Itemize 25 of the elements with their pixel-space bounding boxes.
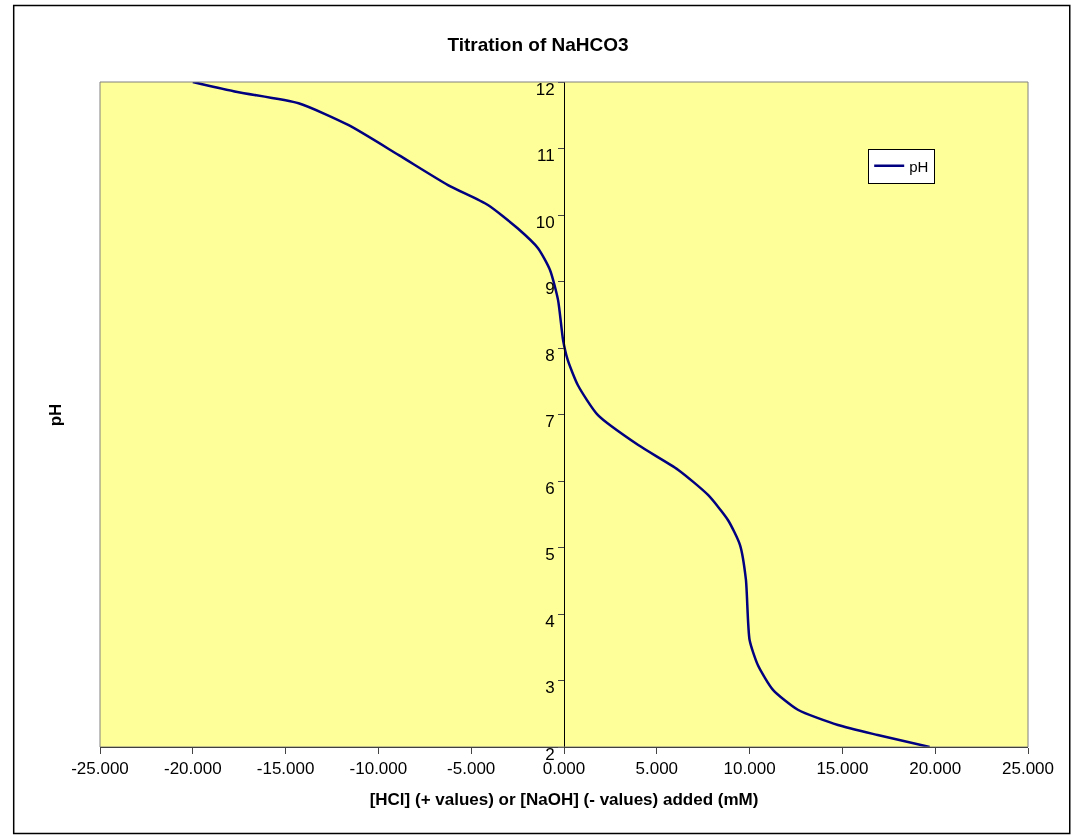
y-tick-label: 11 — [536, 146, 555, 166]
x-tick-label: 15.000 — [816, 759, 869, 779]
legend-label: pH — [909, 157, 929, 175]
x-tick-label: 5.000 — [635, 759, 679, 779]
y-axis-title: pH — [46, 403, 66, 427]
y-tick-label: 8 — [545, 345, 555, 365]
x-tick-label: 25.000 — [1002, 759, 1054, 779]
x-tick-label: -10.000 — [349, 759, 408, 779]
y-tick-label: 5 — [545, 545, 555, 565]
y-tick-label: 4 — [545, 611, 555, 631]
y-tick-label: 6 — [545, 478, 555, 498]
x-axis-title: [HCl] (+ values) or [NaOH] (- values) added (mM) — [369, 789, 759, 809]
x-tick-label: 0.000 — [542, 759, 586, 779]
x-tick-label: -15.000 — [256, 759, 315, 779]
x-tick-label: -25.000 — [71, 759, 129, 779]
y-tick-label: 7 — [545, 412, 555, 432]
x-tick-label: 20.000 — [909, 759, 962, 779]
x-tick-label: -20.000 — [163, 759, 222, 779]
y-tick-label: 9 — [545, 279, 555, 299]
x-tick-label: -5.000 — [447, 759, 496, 779]
x-tick-label: 10.000 — [723, 759, 776, 779]
y-tick-label: 10 — [535, 212, 555, 232]
chart-title: Titration of NaHCO3 — [447, 34, 629, 56]
y-tick-label: 12 — [535, 79, 555, 99]
y-tick-label: 3 — [545, 678, 555, 698]
